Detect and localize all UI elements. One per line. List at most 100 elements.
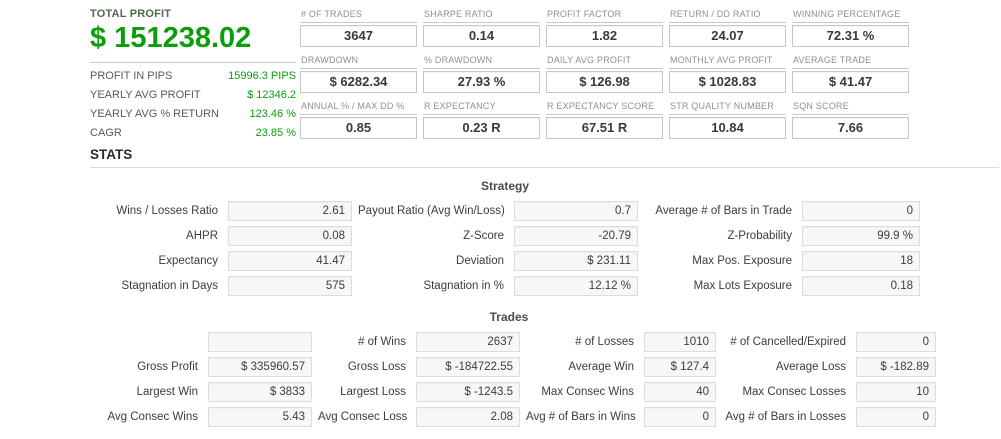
kpi-r-expectancy: R EXPECTANCY 0.23 R bbox=[423, 100, 540, 139]
summary-label: PROFIT IN PIPS bbox=[90, 70, 173, 82]
stat-label: # of Cancelled/Expired bbox=[730, 336, 846, 348]
strategy-table: Wins / Losses Ratio 2.61 Payout Ratio (A… bbox=[90, 201, 920, 296]
kpi-annual-pct-max-dd: ANNUAL % / MAX DD % 0.85 bbox=[300, 100, 417, 139]
stat-label: Max Consec Wins bbox=[541, 386, 634, 398]
stat-label: Largest Loss bbox=[340, 386, 406, 398]
stat-value: $ -1243.5 bbox=[416, 382, 520, 402]
summary-row-yearly-avg-return: YEARLY AVG % RETURN 123.46 % bbox=[90, 105, 296, 124]
stat-value: 0 bbox=[802, 201, 920, 221]
kpi-sqn-score: SQN SCORE 7.66 bbox=[792, 100, 909, 139]
kpi-label: AVERAGE TRADE bbox=[792, 54, 909, 69]
stat-value: $ -182.89 bbox=[856, 357, 936, 377]
stat-value: 41.47 bbox=[228, 251, 352, 271]
kpi-value: 0.85 bbox=[300, 117, 417, 139]
stat-value: 99.9 % bbox=[802, 226, 920, 246]
kpi-value: 0.14 bbox=[423, 25, 540, 47]
trades-title: Trades bbox=[489, 310, 529, 324]
stat-value: $ -184722.55 bbox=[416, 357, 520, 377]
kpi-label: % DRAWDOWN bbox=[423, 54, 540, 69]
kpi-sharpe-ratio: SHARPE RATIO 0.14 bbox=[423, 8, 540, 47]
stat-label: Avg # of Bars in Losses bbox=[725, 411, 846, 423]
kpi-str-quality-number: STR QUALITY NUMBER 10.84 bbox=[669, 100, 786, 139]
kpi-label: PROFIT FACTOR bbox=[546, 8, 663, 23]
stat-value: 2.08 bbox=[416, 407, 520, 427]
kpi-value: 72.31 % bbox=[792, 25, 909, 47]
kpi-num-trades: # OF TRADES 3647 bbox=[300, 8, 417, 47]
summary-value-text: 23.85 % bbox=[255, 127, 296, 139]
kpi-value: $ 41.47 bbox=[792, 71, 909, 93]
stat-value: 2.61 bbox=[228, 201, 352, 221]
stat-value: 0.7 bbox=[514, 201, 638, 221]
stat-label: Wins / Losses Ratio bbox=[116, 205, 218, 217]
stat-value: 40 bbox=[644, 382, 716, 402]
kpi-label: ANNUAL % / MAX DD % bbox=[300, 100, 417, 115]
stat-label: Average # of Bars in Trade bbox=[655, 205, 792, 217]
kpi-value: 10.84 bbox=[669, 117, 786, 139]
stat-value: 0 bbox=[856, 332, 936, 352]
stat-value: -20.79 bbox=[514, 226, 638, 246]
kpi-label: SQN SCORE bbox=[792, 100, 909, 115]
stat-label: Expectancy bbox=[158, 255, 218, 267]
kpi-monthly-avg-profit: MONTHLY AVG PROFIT $ 1028.83 bbox=[669, 54, 786, 93]
stat-value bbox=[208, 332, 312, 352]
strategy-title: Strategy bbox=[480, 179, 530, 193]
kpi-value: 7.66 bbox=[792, 117, 909, 139]
stat-value: 0 bbox=[856, 407, 936, 427]
stat-value: 575 bbox=[228, 276, 352, 296]
stat-label: Avg # of Bars in Wins bbox=[526, 411, 636, 423]
kpi-label: WINNING PERCENTAGE bbox=[792, 8, 909, 23]
kpi-return-dd-ratio: RETURN / DD RATIO 24.07 bbox=[669, 8, 786, 47]
stat-label: Max Pos. Exposure bbox=[692, 255, 792, 267]
kpi-label: SHARPE RATIO bbox=[423, 8, 540, 23]
stat-value: $ 335960.57 bbox=[208, 357, 312, 377]
summary-row-yearly-avg-profit: YEARLY AVG PROFIT $ 12346.2 bbox=[90, 86, 296, 105]
stat-label: Z-Score bbox=[463, 230, 504, 242]
stat-value: $ 231.11 bbox=[514, 251, 638, 271]
kpi-label: # OF TRADES bbox=[300, 8, 417, 23]
stat-label: Deviation bbox=[456, 255, 504, 267]
summary-label: YEARLY AVG % RETURN bbox=[90, 108, 219, 120]
stat-label: Largest Win bbox=[136, 386, 198, 398]
summary-row-cagr: CAGR 23.85 % bbox=[90, 124, 296, 143]
stats-divider bbox=[90, 167, 999, 168]
stat-label: Gross Loss bbox=[347, 361, 406, 373]
kpi-label: RETURN / DD RATIO bbox=[669, 8, 786, 23]
kpi-label: MONTHLY AVG PROFIT bbox=[669, 54, 786, 69]
summary-label: CAGR bbox=[90, 127, 122, 139]
kpi-value: $ 6282.34 bbox=[300, 71, 417, 93]
kpi-winning-percentage: WINNING PERCENTAGE 72.31 % bbox=[792, 8, 909, 47]
stat-label: Payout Ratio (Avg Win/Loss) bbox=[358, 205, 505, 217]
kpi-value: 27.93 % bbox=[423, 71, 540, 93]
stat-value: 2637 bbox=[416, 332, 520, 352]
stat-label: Average Loss bbox=[775, 361, 846, 373]
total-profit-label: TOTAL PROFIT bbox=[90, 8, 172, 20]
kpi-pct-drawdown: % DRAWDOWN 27.93 % bbox=[423, 54, 540, 93]
kpi-value: 3647 bbox=[300, 25, 417, 47]
kpi-label: STR QUALITY NUMBER bbox=[669, 100, 786, 115]
summary-value-text: 15996.3 PIPS bbox=[228, 70, 296, 82]
stat-value: 12.12 % bbox=[514, 276, 638, 296]
kpi-value: 1.82 bbox=[546, 25, 663, 47]
kpi-label: R EXPECTANCY SCORE bbox=[546, 100, 663, 115]
summary-divider bbox=[90, 62, 296, 63]
kpi-value: 0.23 R bbox=[423, 117, 540, 139]
summary-label: YEARLY AVG PROFIT bbox=[90, 89, 201, 101]
stat-label: Z-Probability bbox=[727, 230, 792, 242]
kpi-drawdown: DRAWDOWN $ 6282.34 bbox=[300, 54, 417, 93]
kpi-profit-factor: PROFIT FACTOR 1.82 bbox=[546, 8, 663, 47]
stat-label: Average Win bbox=[568, 361, 634, 373]
stat-label: # of Losses bbox=[575, 336, 634, 348]
stat-label: Gross Profit bbox=[137, 361, 198, 373]
stat-label: # of Wins bbox=[358, 336, 406, 348]
stat-label: Stagnation in % bbox=[423, 280, 504, 292]
kpi-daily-avg-profit: DAILY AVG PROFIT $ 126.98 bbox=[546, 54, 663, 93]
kpi-label: DRAWDOWN bbox=[300, 54, 417, 69]
stat-value: 0.18 bbox=[802, 276, 920, 296]
stat-label: Max Lots Exposure bbox=[693, 280, 792, 292]
strategy-section: Strategy Wins / Losses Ratio 2.61 Payout… bbox=[90, 179, 920, 296]
kpi-value: $ 1028.83 bbox=[669, 71, 786, 93]
kpi-value: 67.51 R bbox=[546, 117, 663, 139]
stat-value: 10 bbox=[856, 382, 936, 402]
summary-row-profit-in-pips: PROFIT IN PIPS 15996.3 PIPS bbox=[90, 67, 296, 86]
